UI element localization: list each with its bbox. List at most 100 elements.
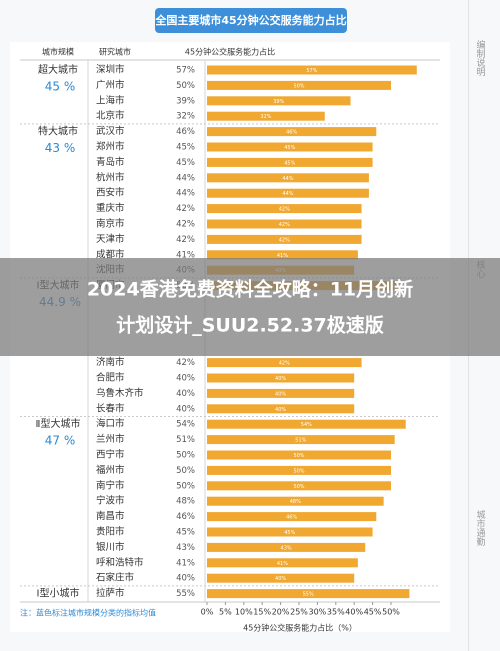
city-label: 乌鲁木齐市 [96,387,144,399]
bar [207,450,391,460]
bar-label: 42% [279,222,290,228]
column-header: 研究城市 [99,47,131,57]
bar [207,558,358,568]
bar [207,465,391,475]
column-header: 45分钟公交服务能力占比 [185,47,275,57]
city-label: 成都市 [96,248,125,260]
bar-label: 42% [279,207,290,213]
column-header: 城市规模 [42,47,74,57]
group-label: Ⅰ型小城市 [37,587,80,600]
bar-label: 54% [301,422,312,428]
city-label: 青岛市 [96,156,125,168]
bar [207,142,373,152]
city-label: 拉萨市 [96,587,125,599]
side-tab: 城市通勤 [475,510,486,547]
x-tick-label: 10% [235,608,253,617]
city-value: 45% [176,158,195,168]
bar-label: 42% [279,361,290,367]
city-value: 50% [176,466,195,476]
bar-label: 40% [275,391,286,397]
overlay-text: 计划设计_SUU2.52.37极速版 [116,314,384,337]
bar [207,373,355,383]
x-axis-title: 45分钟公交服务能力占比（%） [243,623,357,633]
bar-label: 55% [303,592,314,598]
title-box [155,8,347,33]
bar-label: 50% [293,484,304,490]
bar [207,250,358,260]
bar-label: 42% [279,237,290,243]
city-value: 42% [176,358,195,368]
city-label: 合肥市 [96,372,125,384]
note: 注：蓝色标注城市规模分类的指标均值 [20,608,156,618]
side-tab: 编制说明 [475,39,486,77]
city-value: 51% [176,435,195,445]
city-label: 深圳市 [96,64,125,76]
bar [207,80,391,90]
x-tick-label: 30% [309,608,327,617]
overlay-text: 2024香港免费资料全攻略：11月创新 [87,278,413,301]
group-mean: 43 % [45,141,76,155]
x-tick-label: 5% [219,608,232,617]
bar [207,157,373,167]
bar-label: 44% [282,191,293,197]
city-value: 32% [176,112,195,122]
city-label: 北京市 [96,110,125,122]
bar [207,542,366,552]
city-label: 广州市 [96,79,125,91]
city-value: 42% [176,204,195,214]
bar [207,419,406,429]
city-label: 西宁市 [96,449,125,461]
city-label: 郑州市 [96,141,125,153]
city-value: 42% [176,220,195,230]
bar [207,127,377,137]
group-mean: 47 % [45,434,76,448]
bar-label: 45% [284,160,295,166]
bar [207,435,395,445]
city-label: 兰州市 [96,433,125,445]
bar-label: 51% [295,438,306,444]
bar-label: 40% [275,407,286,413]
city-value: 46% [176,127,195,137]
city-value: 40% [176,404,195,414]
city-label: 南京市 [96,218,125,230]
bar [207,204,362,214]
bar [207,65,417,75]
bar-label: 44% [282,176,293,182]
group-label: 特大城市 [38,125,78,138]
x-tick-label: 35% [327,608,345,617]
x-tick-label: 40% [345,608,363,617]
group-label: 超大城市 [38,63,78,76]
chart-title: 全国主要城市45分钟公交服务能力占比 [154,13,346,27]
bar [207,234,362,244]
bar-label: 46% [286,515,297,521]
city-value: 40% [176,574,195,584]
city-value: 41% [176,250,195,260]
bar [207,496,384,506]
city-value: 40% [176,389,195,399]
x-tick-label: 50% [382,608,400,617]
bar [207,589,410,599]
bar [207,527,373,537]
overlay-banner [0,258,500,356]
city-value: 48% [176,497,195,507]
city-label: 重庆市 [96,202,125,214]
bar-label: 41% [277,253,288,259]
city-label: 武汉市 [96,125,125,137]
city-value: 42% [176,235,195,245]
bar [207,573,355,583]
bar [207,111,325,121]
city-value: 41% [176,558,195,568]
bar [207,188,369,198]
city-label: 海口市 [96,418,125,430]
city-value: 45% [176,143,195,153]
city-label: 西安市 [96,187,125,199]
city-label: 银川市 [96,541,125,553]
city-label: 南昌市 [96,510,125,522]
bar-label: 40% [275,376,286,382]
city-label: 济南市 [96,356,125,368]
city-label: 上海市 [96,94,125,106]
bar [207,96,351,106]
city-value: 54% [176,420,195,430]
bar-label: 46% [286,130,297,136]
bar-label: 48% [290,499,301,505]
